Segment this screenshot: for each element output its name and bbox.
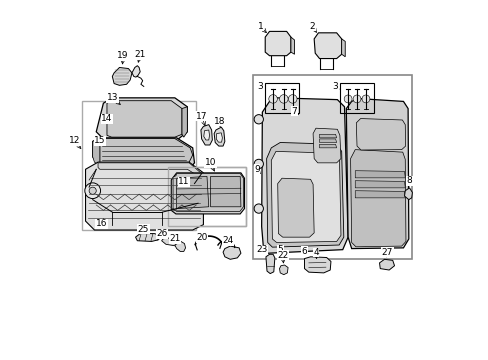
Polygon shape xyxy=(271,152,340,243)
Polygon shape xyxy=(132,66,140,77)
Text: 22: 22 xyxy=(277,251,288,260)
Text: 26: 26 xyxy=(156,229,168,238)
Polygon shape xyxy=(341,39,345,57)
Polygon shape xyxy=(210,176,241,207)
Circle shape xyxy=(89,187,96,194)
Circle shape xyxy=(254,114,263,124)
Text: 2: 2 xyxy=(309,22,315,31)
Text: 9: 9 xyxy=(254,165,259,174)
Polygon shape xyxy=(354,191,405,198)
Text: 21: 21 xyxy=(169,234,180,243)
Polygon shape xyxy=(176,176,208,208)
Polygon shape xyxy=(277,178,313,237)
Circle shape xyxy=(288,95,296,103)
Circle shape xyxy=(84,183,101,199)
Polygon shape xyxy=(264,31,290,56)
Text: 10: 10 xyxy=(204,158,216,167)
Polygon shape xyxy=(223,246,241,259)
Polygon shape xyxy=(112,67,132,85)
Polygon shape xyxy=(404,188,411,200)
Text: 17: 17 xyxy=(196,112,207,121)
Polygon shape xyxy=(107,101,182,137)
Text: 8: 8 xyxy=(406,176,411,185)
Bar xyxy=(264,83,298,113)
Text: 21: 21 xyxy=(134,50,145,59)
Polygon shape xyxy=(173,174,243,211)
Text: 27: 27 xyxy=(381,248,392,257)
Circle shape xyxy=(279,95,287,103)
Polygon shape xyxy=(319,134,336,138)
Bar xyxy=(340,83,373,113)
Bar xyxy=(167,167,246,226)
Text: 12: 12 xyxy=(69,136,81,145)
Polygon shape xyxy=(312,128,340,163)
Text: 19: 19 xyxy=(117,51,128,60)
Circle shape xyxy=(361,95,369,103)
Text: 14: 14 xyxy=(101,114,112,123)
Polygon shape xyxy=(93,138,100,166)
Polygon shape xyxy=(162,238,178,246)
Polygon shape xyxy=(85,162,203,230)
Text: 6: 6 xyxy=(301,247,307,256)
Text: 11: 11 xyxy=(178,177,189,186)
Text: 5: 5 xyxy=(277,245,283,254)
Polygon shape xyxy=(354,171,405,178)
Text: 3: 3 xyxy=(257,82,263,91)
Polygon shape xyxy=(203,130,209,140)
Circle shape xyxy=(352,95,360,103)
Polygon shape xyxy=(319,144,336,148)
Text: 15: 15 xyxy=(94,136,105,145)
Polygon shape xyxy=(266,143,343,247)
Text: 3: 3 xyxy=(332,82,338,91)
Polygon shape xyxy=(261,98,347,253)
Text: 24: 24 xyxy=(222,236,233,245)
Polygon shape xyxy=(96,98,187,139)
Polygon shape xyxy=(350,150,405,247)
Circle shape xyxy=(190,187,205,202)
Bar xyxy=(167,167,246,226)
Polygon shape xyxy=(290,37,294,54)
Circle shape xyxy=(254,204,263,213)
Polygon shape xyxy=(175,242,185,251)
Polygon shape xyxy=(171,173,244,214)
Text: 23: 23 xyxy=(255,245,267,254)
Polygon shape xyxy=(214,127,224,146)
Polygon shape xyxy=(216,133,222,142)
Text: 16: 16 xyxy=(96,219,107,228)
Bar xyxy=(82,102,196,230)
Text: 25: 25 xyxy=(138,225,149,234)
Polygon shape xyxy=(100,139,192,166)
Polygon shape xyxy=(346,99,408,249)
Text: 20: 20 xyxy=(196,233,207,242)
Polygon shape xyxy=(135,234,159,242)
Polygon shape xyxy=(379,259,394,270)
Polygon shape xyxy=(201,125,212,145)
Polygon shape xyxy=(182,107,187,137)
Circle shape xyxy=(344,95,351,103)
Polygon shape xyxy=(304,257,330,273)
Text: 4: 4 xyxy=(312,248,318,257)
Text: 18: 18 xyxy=(213,117,225,126)
Text: 7: 7 xyxy=(291,107,297,116)
Circle shape xyxy=(254,159,263,168)
Text: 13: 13 xyxy=(106,93,118,102)
Polygon shape xyxy=(356,118,405,150)
Polygon shape xyxy=(313,33,341,59)
Polygon shape xyxy=(93,138,194,169)
Text: 1: 1 xyxy=(257,22,263,31)
Circle shape xyxy=(194,191,201,198)
Polygon shape xyxy=(279,265,287,275)
Polygon shape xyxy=(98,163,201,178)
Polygon shape xyxy=(354,181,405,188)
Circle shape xyxy=(268,95,277,103)
Bar xyxy=(253,75,411,258)
Polygon shape xyxy=(319,139,336,143)
Polygon shape xyxy=(265,254,274,274)
